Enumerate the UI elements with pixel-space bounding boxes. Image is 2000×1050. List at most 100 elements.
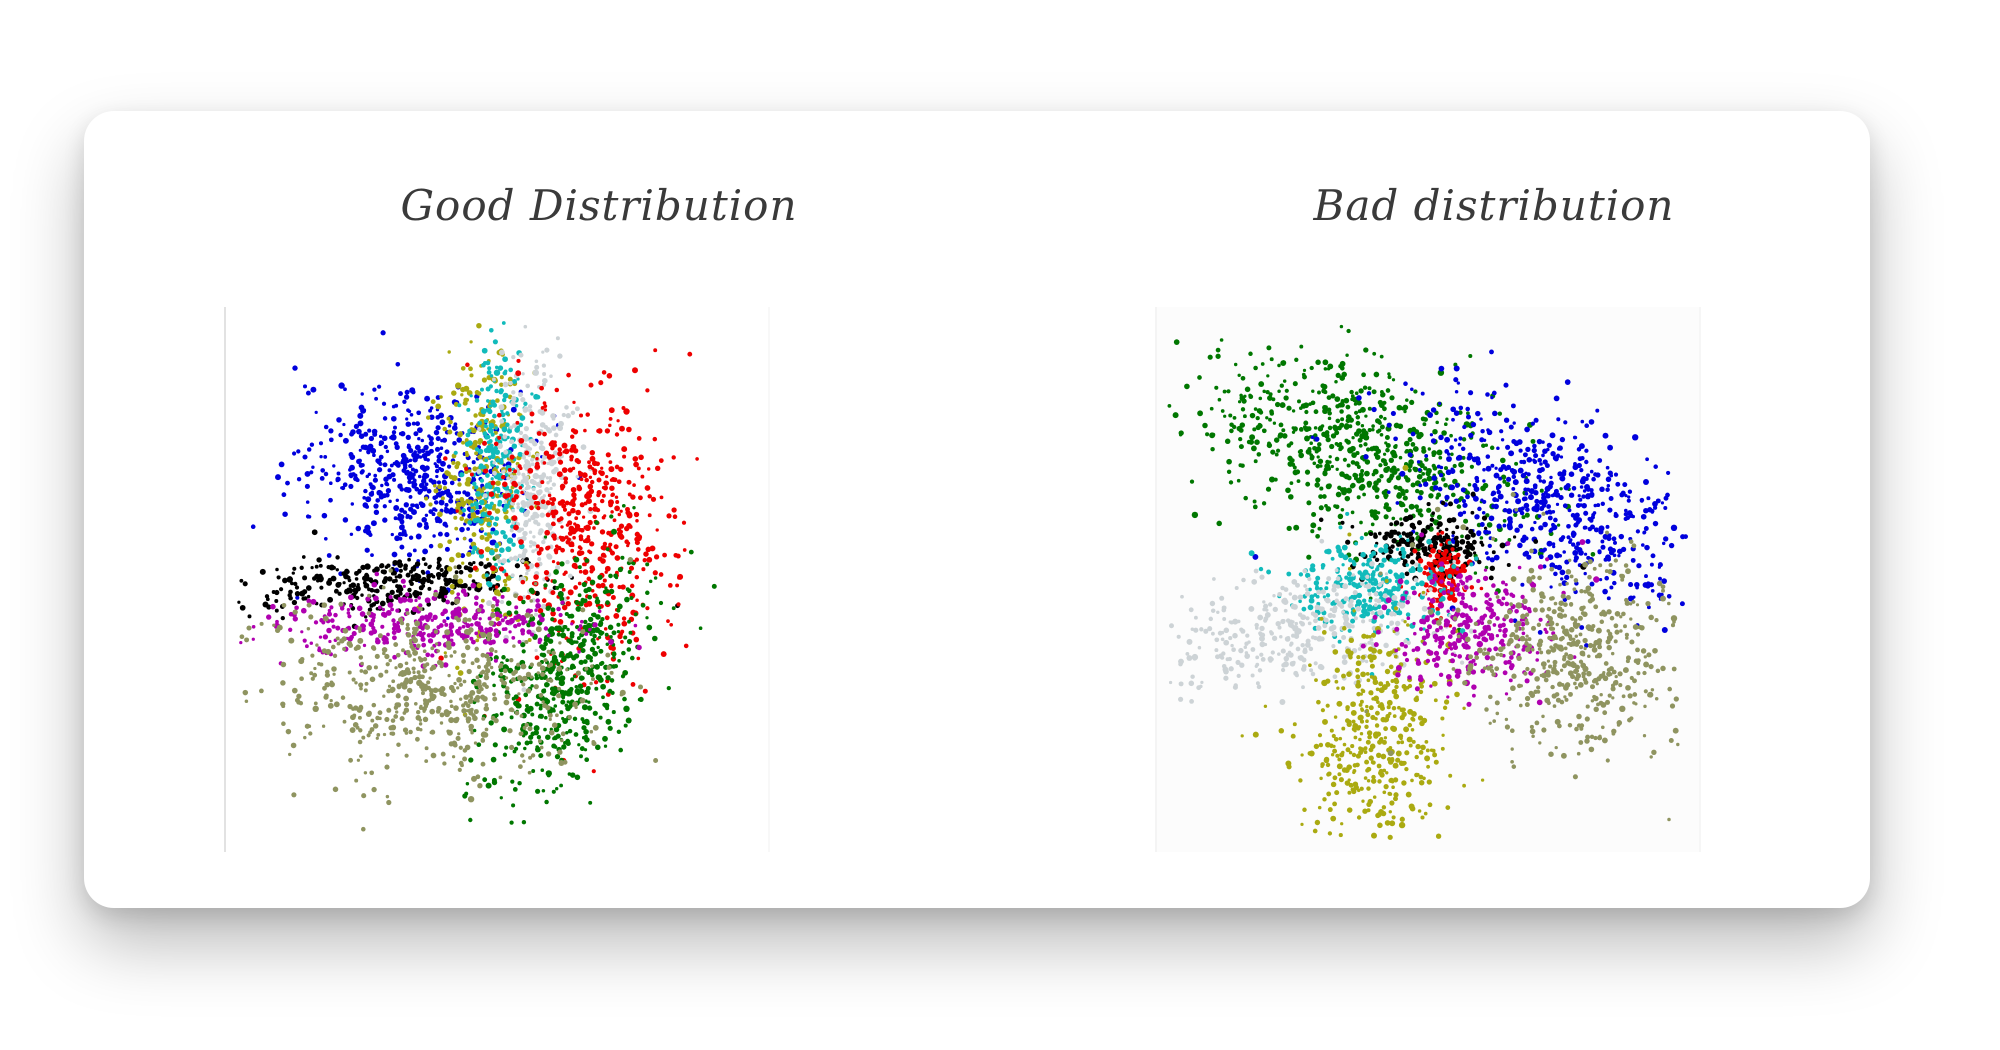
data-point xyxy=(474,646,479,652)
data-point xyxy=(465,782,470,786)
data-point xyxy=(617,658,621,663)
data-point xyxy=(1279,402,1286,409)
data-point xyxy=(480,731,488,738)
data-point xyxy=(503,515,509,520)
data-point xyxy=(1402,516,1409,523)
data-point xyxy=(444,532,450,538)
data-point xyxy=(1311,389,1315,393)
data-point xyxy=(1546,540,1553,547)
data-point xyxy=(587,594,593,600)
data-point xyxy=(1416,552,1421,557)
data-point xyxy=(545,512,551,518)
data-point xyxy=(401,648,405,653)
data-point xyxy=(494,542,499,546)
data-point xyxy=(524,612,531,618)
data-point xyxy=(1262,428,1266,433)
data-point xyxy=(1410,442,1416,447)
data-point xyxy=(1399,470,1406,477)
data-point xyxy=(482,695,488,702)
data-point xyxy=(1425,470,1431,477)
data-point xyxy=(1216,520,1222,527)
data-point xyxy=(688,549,694,555)
data-point xyxy=(484,702,489,707)
data-point xyxy=(471,512,476,516)
data-point xyxy=(436,649,440,653)
data-point xyxy=(636,436,642,441)
data-point xyxy=(1249,434,1256,441)
data-point xyxy=(543,450,550,456)
data-point xyxy=(382,517,388,523)
data-point xyxy=(310,653,315,658)
data-point xyxy=(611,630,617,636)
data-point xyxy=(1537,467,1543,474)
data-point xyxy=(414,444,421,451)
data-point xyxy=(1372,509,1378,516)
data-point xyxy=(1432,481,1437,486)
data-point xyxy=(577,593,582,598)
data-point xyxy=(1537,458,1542,463)
data-point xyxy=(551,559,556,564)
data-point xyxy=(446,729,453,736)
data-point xyxy=(475,509,481,515)
data-point xyxy=(618,534,625,540)
data-point xyxy=(1488,515,1495,522)
data-point xyxy=(610,645,616,652)
data-point xyxy=(1545,493,1551,499)
data-point xyxy=(280,680,286,686)
data-point xyxy=(391,679,396,684)
data-point xyxy=(590,672,595,676)
data-point xyxy=(587,464,593,470)
data-point xyxy=(527,518,532,522)
data-point xyxy=(355,644,361,651)
data-point xyxy=(461,624,466,629)
data-point xyxy=(324,672,331,678)
data-point xyxy=(595,461,600,467)
data-point xyxy=(346,640,353,647)
data-point xyxy=(525,688,532,694)
data-point xyxy=(385,449,390,454)
data-point xyxy=(1297,450,1302,454)
data-point xyxy=(282,511,288,517)
data-point xyxy=(634,574,640,580)
data-point xyxy=(449,589,455,595)
data-point xyxy=(362,669,369,675)
data-point xyxy=(520,753,525,758)
data-point xyxy=(455,461,461,467)
data-point xyxy=(569,654,574,659)
data-point xyxy=(442,634,446,639)
data-point xyxy=(433,488,439,494)
data-point xyxy=(470,730,474,735)
data-point xyxy=(581,704,588,711)
data-point xyxy=(366,611,371,616)
data-point xyxy=(464,438,469,443)
data-point xyxy=(392,477,397,482)
data-point xyxy=(1317,526,1322,531)
data-point xyxy=(1513,440,1520,447)
data-point xyxy=(638,454,644,461)
data-point xyxy=(671,507,677,513)
data-point xyxy=(398,591,403,596)
data-point xyxy=(307,724,312,729)
data-point xyxy=(1455,543,1459,548)
data-point xyxy=(430,653,435,658)
data-point xyxy=(495,616,500,621)
data-point xyxy=(592,506,599,512)
data-point xyxy=(557,686,561,691)
data-point xyxy=(537,614,542,618)
data-point xyxy=(451,425,458,431)
data-point xyxy=(432,687,439,694)
data-point xyxy=(1379,474,1384,479)
data-point xyxy=(1623,516,1628,521)
data-point xyxy=(1561,471,1567,477)
data-point xyxy=(433,429,440,436)
data-point xyxy=(524,740,530,746)
data-point xyxy=(1567,508,1572,513)
data-point xyxy=(410,576,416,582)
data-point xyxy=(650,496,657,502)
data-point xyxy=(567,531,573,536)
data-point xyxy=(1303,420,1309,426)
data-point xyxy=(1421,448,1427,454)
data-point xyxy=(1262,389,1266,394)
data-point xyxy=(636,466,641,471)
data-point xyxy=(442,761,447,766)
